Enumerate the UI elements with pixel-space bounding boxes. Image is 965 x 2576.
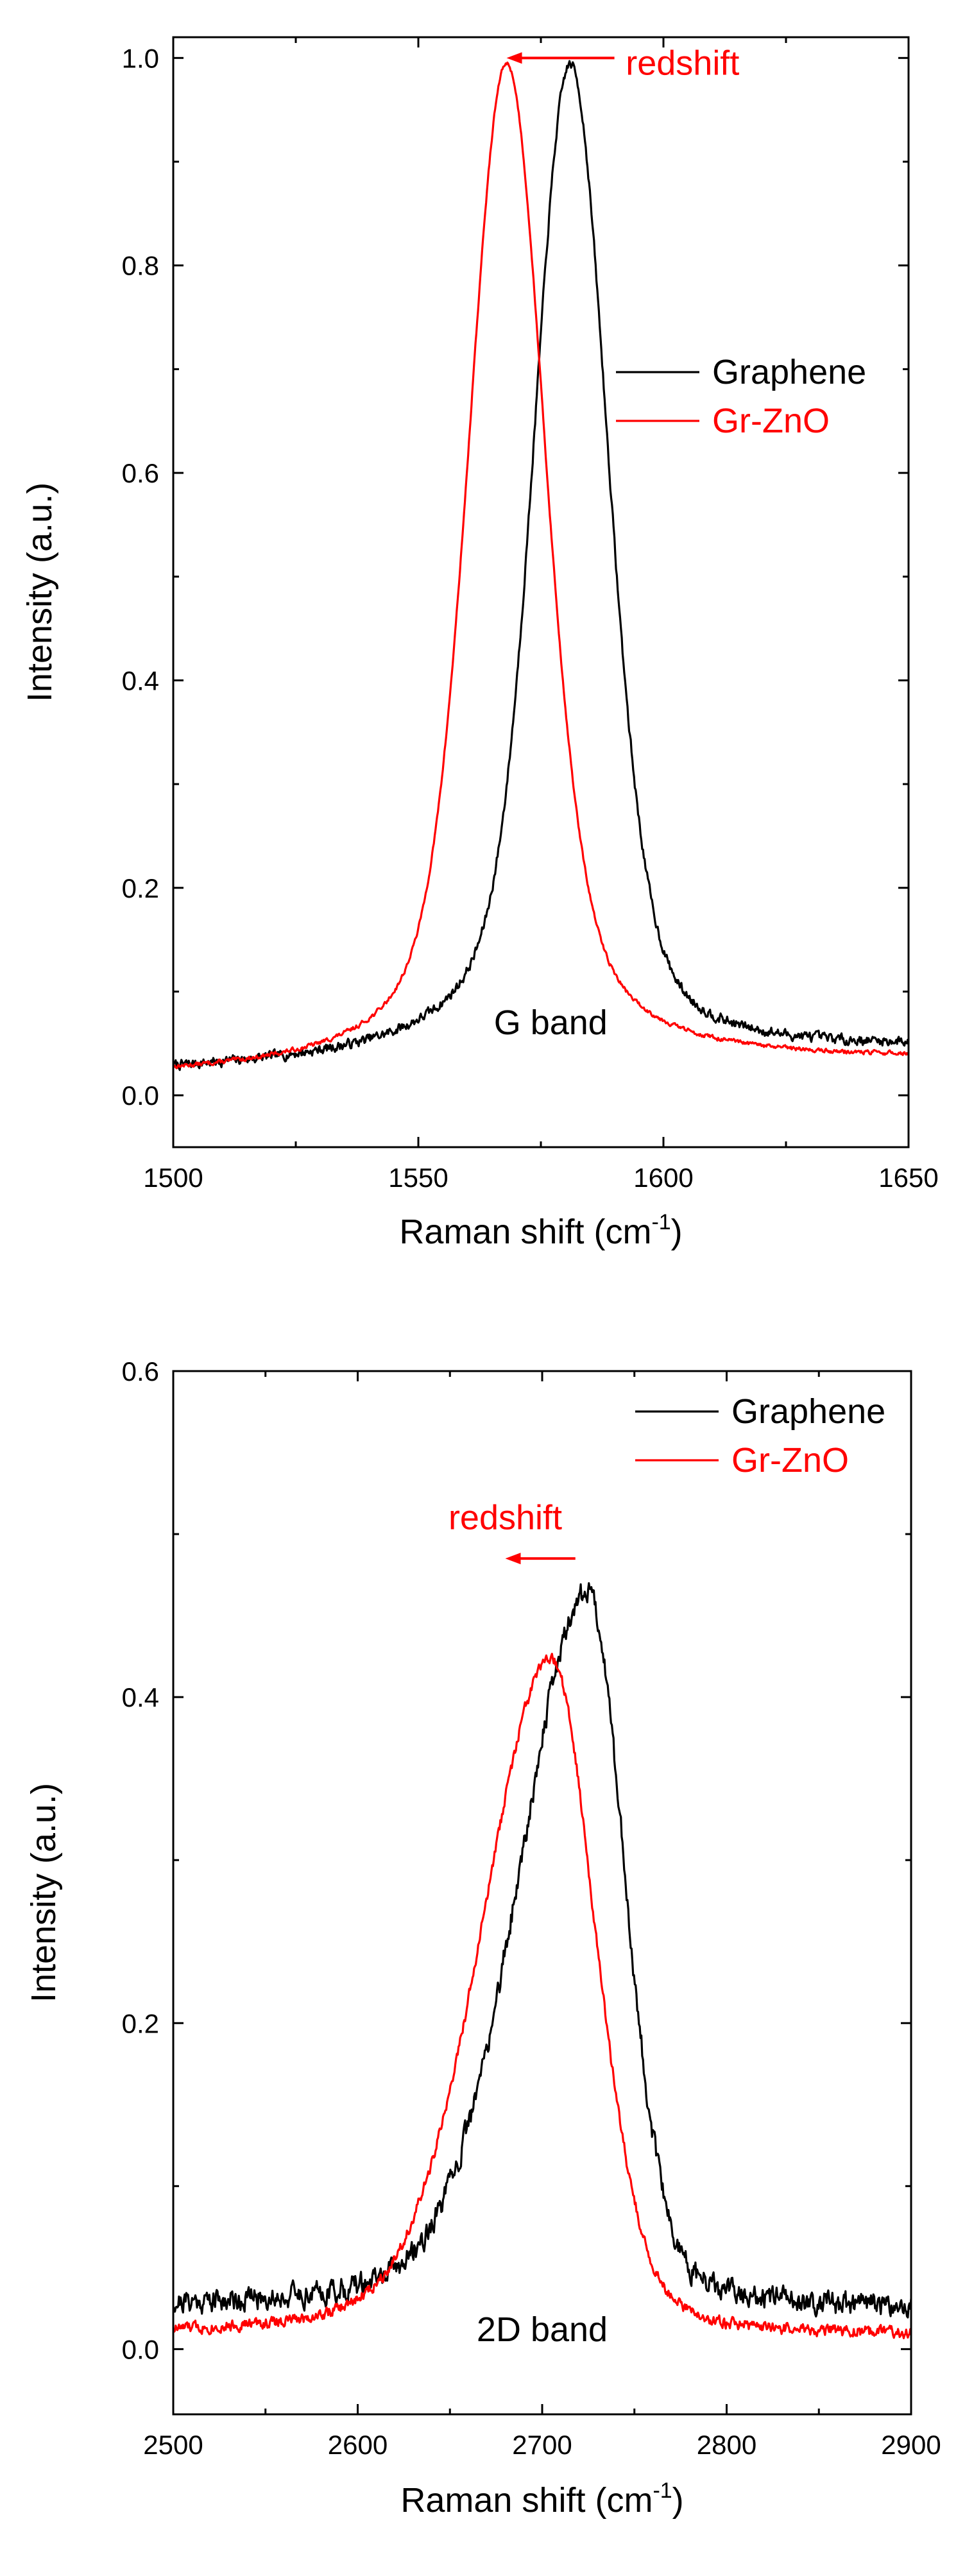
x-tick-label: 2700 [512,2430,572,2460]
x-tick-label: 2600 [328,2430,388,2460]
y-tick-label: 0.6 [122,458,159,488]
x-tick-label: 2900 [881,2430,941,2460]
plot-area [173,1582,911,2339]
y-axis-title: Intensity (a.u.) [21,482,59,702]
y-tick-label: 0.4 [122,665,159,695]
y-tick-label: 0.2 [122,873,159,903]
x-tick-label: 2500 [143,2430,203,2460]
g-band-chart: 1500 1550 1600 1650 0.0 0.2 0.4 0.6 0.8 1.0 Raman … [21,36,939,1251]
series-gr-zno-line [173,1653,911,2339]
y-tick-label: 0.0 [122,2334,159,2364]
x-tick-label: 1650 [878,1163,938,1193]
legend-label: Gr-ZnO [712,402,830,440]
redshift-label: redshift [448,1499,562,1537]
series-graphene-line [173,60,909,1071]
series-gr-zno-line [173,61,909,1070]
legend-label: Gr-ZnO [731,1441,849,1480]
y-tick-label: 0.8 [122,251,159,281]
band-label: 2D band [477,2310,608,2349]
legend-label: Graphene [731,1392,885,1431]
x-axis-title: Raman shift (cm-1) [399,1210,682,1251]
x-tick-label: 2800 [697,2430,756,2460]
y-axis-title: Intensity (a.u.) [24,1783,63,2002]
x-tick-label: 1500 [143,1163,203,1193]
redshift-arrowhead [506,52,522,64]
plot-area [173,60,909,1071]
y-tick-label: 0.6 [122,1356,159,1386]
x-tick-label: 1550 [388,1163,448,1193]
series-graphene-line [173,1582,911,2319]
band-label: G band [494,1003,608,1042]
y-tick-label: 1.0 [122,43,159,73]
x-axis-title: Raman shift (cm-1) [400,2478,683,2520]
x-tick-label: 1600 [633,1163,693,1193]
legend-label: Graphene [712,353,866,391]
redshift-label: redshift [626,44,739,82]
2d-band-chart: 2500 2600 2700 2800 2900 0.0 0.2 0.4 0.6 Raman sh… [24,1356,941,2520]
y-tick-label: 0.0 [122,1080,159,1111]
redshift-arrowhead [505,1553,521,1565]
y-tick-label: 0.2 [122,2008,159,2038]
y-tick-label: 0.4 [122,1682,159,1712]
